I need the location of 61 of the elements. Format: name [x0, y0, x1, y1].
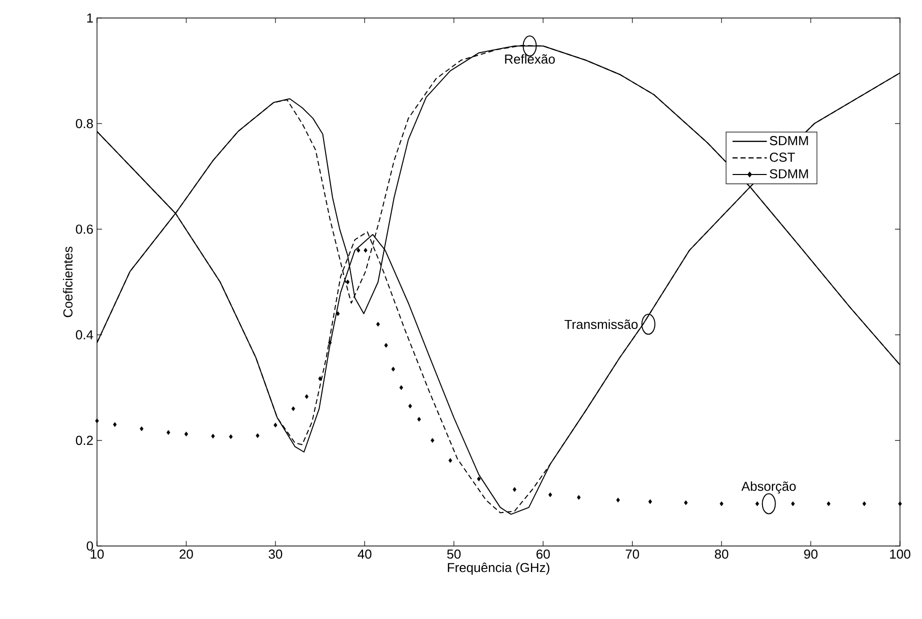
y-tick-label: 0.8 [76, 118, 93, 128]
point [364, 248, 368, 253]
y-tick-label: 0.6 [76, 224, 93, 234]
point [399, 385, 404, 390]
point [684, 500, 688, 506]
y-tick-label: 0.4 [76, 330, 94, 340]
point [384, 342, 388, 348]
point [862, 501, 866, 506]
y-tick-label: 0.2 [76, 436, 93, 445]
point [417, 416, 421, 422]
point [448, 458, 452, 463]
point [95, 418, 99, 424]
point [346, 280, 350, 284]
x-axis-title: Frequência (GHz) [448, 562, 550, 575]
point [291, 406, 296, 412]
point [391, 366, 396, 372]
point [356, 248, 360, 253]
x-tick-label: 60 [536, 550, 550, 559]
point [228, 434, 233, 440]
x-tick-label: 70 [626, 550, 640, 559]
x-tick-label: 80 [714, 550, 728, 559]
y-tick-label: 0 [86, 541, 93, 551]
point [755, 501, 760, 506]
point [548, 492, 552, 498]
x-tick-label: 20 [180, 550, 193, 559]
point [140, 426, 144, 432]
point [576, 495, 581, 500]
point [211, 434, 215, 439]
point [113, 422, 117, 427]
point [166, 430, 170, 435]
x-tick-label: 100 [890, 550, 910, 559]
y-axis-title: Coeficientes [62, 246, 73, 318]
x-tick-label: 10 [90, 550, 104, 559]
point [318, 376, 322, 382]
point [477, 476, 481, 482]
point [720, 501, 724, 506]
point [648, 499, 652, 504]
x-tick-label: 90 [804, 550, 818, 559]
x-tick-label: 50 [447, 550, 461, 559]
point [512, 487, 516, 492]
annotation: Transmissão [564, 319, 638, 330]
point [184, 432, 188, 436]
point [304, 394, 309, 399]
annotation: Reflexão [505, 54, 555, 64]
point [376, 322, 380, 327]
x-tick-label: 40 [358, 550, 372, 559]
legend-label: CST [770, 152, 795, 162]
point [616, 498, 620, 502]
point [791, 501, 795, 506]
point [256, 433, 260, 438]
legend-label: SDMM [770, 169, 808, 178]
legend-label: SDMM [770, 136, 808, 146]
point [408, 404, 412, 408]
point [898, 501, 902, 506]
point [826, 501, 830, 506]
x-tick-label: 30 [268, 550, 282, 559]
y-tick-label: 1 [87, 14, 93, 22]
point [430, 438, 434, 443]
point [336, 311, 340, 316]
annotation: Absorção [741, 481, 796, 494]
point [274, 422, 278, 428]
